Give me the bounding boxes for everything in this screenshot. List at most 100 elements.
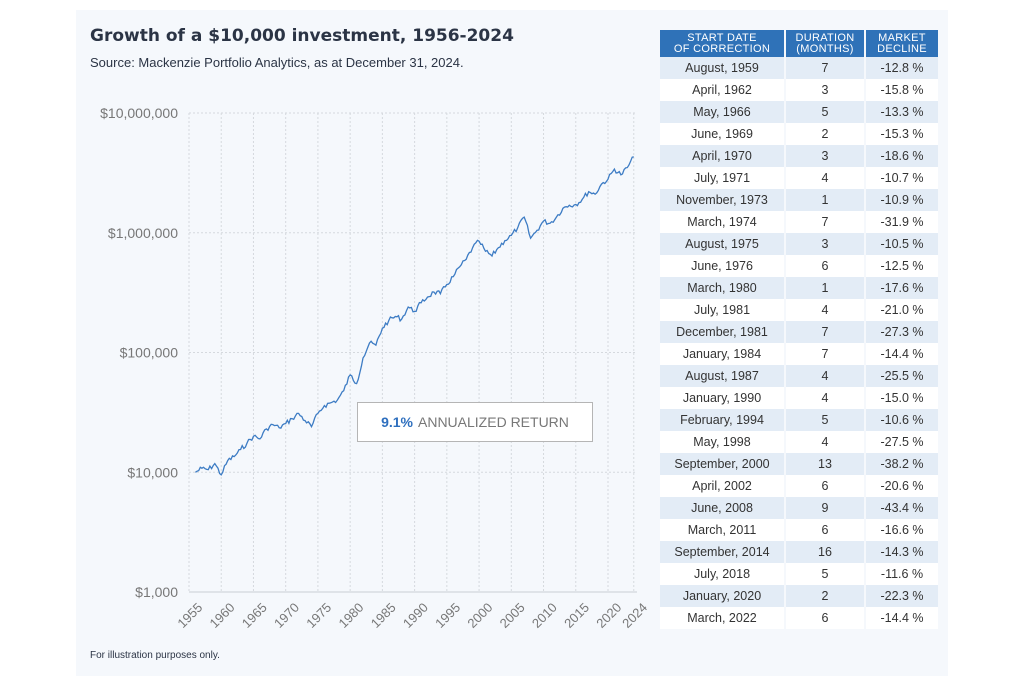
table-row: March, 1980 1 -17.6 % — [660, 277, 938, 299]
cell-market-decline: -27.3 % — [865, 321, 938, 343]
x-tick-label: 2015 — [561, 600, 592, 631]
cell-duration: 4 — [785, 387, 866, 409]
cell-duration: 1 — [785, 189, 866, 211]
cell-market-decline: -15.3 % — [865, 123, 938, 145]
cell-market-decline: -14.4 % — [865, 343, 938, 365]
cell-market-decline: -14.4 % — [865, 607, 938, 629]
y-tick-label: $1,000 — [135, 584, 178, 600]
table-row: April, 2002 6 -20.6 % — [660, 475, 938, 497]
y-tick-label: $10,000 — [127, 464, 178, 480]
table-row: January, 1984 7 -14.4 % — [660, 343, 938, 365]
cell-market-decline: -10.9 % — [865, 189, 938, 211]
cell-market-decline: -21.0 % — [865, 299, 938, 321]
cell-start-date: January, 1990 — [660, 387, 786, 409]
y-axis: $1,000 $10,000 $100,000 $1,000,000 $10,000,0… — [100, 105, 178, 600]
table-row: March, 1974 7 -31.9 % — [660, 211, 938, 233]
table-row: January, 2020 2 -22.3 % — [660, 585, 938, 607]
chart-subtitle: Source: Mackenzie Portfolio Analytics, a… — [90, 55, 464, 70]
cell-market-decline: -15.8 % — [865, 79, 938, 101]
cell-duration: 4 — [785, 167, 866, 189]
cell-market-decline: -43.4 % — [865, 497, 938, 519]
y-tick-label: $100,000 — [120, 345, 179, 361]
cell-start-date: January, 2020 — [660, 585, 786, 607]
cell-market-decline: -16.6 % — [865, 519, 938, 541]
x-tick-label: 2024 — [619, 600, 650, 631]
cell-market-decline: -20.6 % — [865, 475, 938, 497]
annualized-return-callout: 9.1% ANNUALIZED RETURN — [357, 402, 593, 442]
table-row: February, 1994 5 -10.6 % — [660, 409, 938, 431]
cell-start-date: July, 2018 — [660, 563, 786, 585]
x-tick-label: 1970 — [271, 600, 302, 631]
table-row: July, 1981 4 -21.0 % — [660, 299, 938, 321]
cell-duration: 5 — [785, 101, 866, 123]
table-row: April, 1970 3 -18.6 % — [660, 145, 938, 167]
cell-market-decline: -11.6 % — [865, 563, 938, 585]
x-tick-label: 1995 — [432, 600, 463, 631]
x-tick-label: 2020 — [593, 600, 624, 631]
cell-duration: 3 — [785, 145, 866, 167]
cell-market-decline: -13.3 % — [865, 101, 938, 123]
x-tick-label: 1985 — [368, 600, 399, 631]
cell-market-decline: -12.8 % — [865, 57, 938, 79]
x-tick-label: 1965 — [239, 600, 270, 631]
cell-start-date: August, 1975 — [660, 233, 786, 255]
cell-market-decline: -22.3 % — [865, 585, 938, 607]
table-row: March, 2011 6 -16.6 % — [660, 519, 938, 541]
cell-start-date: July, 1981 — [660, 299, 786, 321]
x-tick-label: 2005 — [497, 600, 528, 631]
table-row: April, 1962 3 -15.8 % — [660, 79, 938, 101]
chart-title: Growth of a $10,000 investment, 1956-202… — [90, 26, 514, 46]
table-row: December, 1981 7 -27.3 % — [660, 321, 938, 343]
cell-market-decline: -18.6 % — [865, 145, 938, 167]
cell-start-date: March, 2022 — [660, 607, 786, 629]
x-axis: 1955 1960 1965 1970 1975 1980 1985 1990 1995 2000… — [174, 600, 650, 631]
cell-duration: 5 — [785, 563, 866, 585]
x-tick-label: 2010 — [529, 600, 560, 631]
cell-market-decline: -10.6 % — [865, 409, 938, 431]
header-market-decline: MARKET DECLINE — [865, 30, 938, 57]
table-row: July, 1971 4 -10.7 % — [660, 167, 938, 189]
cell-market-decline: -31.9 % — [865, 211, 938, 233]
cell-duration: 6 — [785, 255, 866, 277]
cell-market-decline: -10.5 % — [865, 233, 938, 255]
cell-start-date: August, 1959 — [660, 57, 786, 79]
cell-start-date: April, 1970 — [660, 145, 786, 167]
cell-market-decline: -27.5 % — [865, 431, 938, 453]
x-tick-label: 2000 — [464, 600, 495, 631]
x-tick-label: 1955 — [174, 600, 205, 631]
cell-duration: 3 — [785, 233, 866, 255]
table-row: June, 1969 2 -15.3 % — [660, 123, 938, 145]
table-row: June, 2008 9 -43.4 % — [660, 497, 938, 519]
cell-market-decline: -14.3 % — [865, 541, 938, 563]
y-tick-label: $10,000,000 — [100, 105, 178, 121]
cell-start-date: June, 2008 — [660, 497, 786, 519]
table-row: January, 1990 4 -15.0 % — [660, 387, 938, 409]
cell-duration: 7 — [785, 57, 866, 79]
cell-start-date: January, 1984 — [660, 343, 786, 365]
corrections-table: START DATE OF CORRECTION DURATION (MONTHS)… — [660, 30, 938, 629]
cell-start-date: March, 2011 — [660, 519, 786, 541]
cell-start-date: March, 1980 — [660, 277, 786, 299]
growth-series-line — [195, 156, 634, 476]
cell-duration: 7 — [785, 343, 866, 365]
cell-start-date: June, 1976 — [660, 255, 786, 277]
cell-market-decline: -12.5 % — [865, 255, 938, 277]
table-row: September, 2014 16 -14.3 % — [660, 541, 938, 563]
table-row: May, 1966 5 -13.3 % — [660, 101, 938, 123]
cell-start-date: April, 2002 — [660, 475, 786, 497]
cell-duration: 4 — [785, 299, 866, 321]
cell-market-decline: -10.7 % — [865, 167, 938, 189]
table-row: July, 2018 5 -11.6 % — [660, 563, 938, 585]
cell-duration: 1 — [785, 277, 866, 299]
table-row: August, 1975 3 -10.5 % — [660, 233, 938, 255]
table-row: June, 1976 6 -12.5 % — [660, 255, 938, 277]
cell-market-decline: -25.5 % — [865, 365, 938, 387]
header-start-date: START DATE OF CORRECTION — [660, 30, 786, 57]
table-row: August, 1959 7 -12.8 % — [660, 57, 938, 79]
x-tick-label: 1975 — [303, 600, 334, 631]
cell-duration: 4 — [785, 431, 866, 453]
y-tick-label: $1,000,000 — [108, 225, 178, 241]
cell-start-date: December, 1981 — [660, 321, 786, 343]
cell-duration: 6 — [785, 607, 866, 629]
